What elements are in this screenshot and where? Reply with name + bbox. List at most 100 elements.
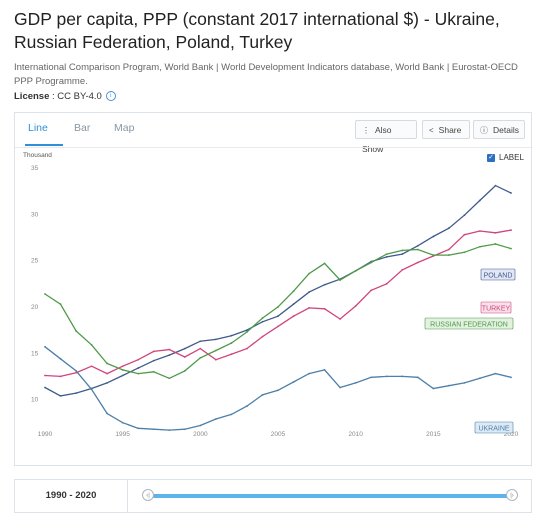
data-point (199, 340, 202, 343)
data-point (230, 353, 233, 356)
y-tick-label: 20 (31, 304, 39, 311)
data-point (385, 282, 388, 285)
data-point (261, 394, 264, 396)
y-tick-label: 25 (31, 258, 39, 265)
series-line-poland (44, 184, 512, 397)
data-point (370, 289, 373, 292)
data-point (106, 382, 109, 384)
label-checkbox[interactable]: ✓ (487, 154, 495, 162)
data-point (479, 199, 481, 202)
data-point (121, 365, 124, 368)
data-point (183, 428, 186, 431)
data-point (59, 303, 62, 306)
data-point (385, 253, 388, 256)
year-range-text: 1990 - 2020 (45, 490, 97, 501)
dots-icon: ⋮ (362, 126, 370, 135)
y-tick-label: 35 (31, 165, 39, 172)
data-point (447, 248, 450, 251)
data-point (246, 347, 248, 350)
data-point (214, 338, 217, 341)
tab-line[interactable]: Line (28, 122, 48, 134)
range-slider-track[interactable] (148, 494, 512, 498)
data-point (44, 386, 46, 389)
also-show-button[interactable]: ⋮ Also Show (355, 120, 417, 154)
x-tick-label: 2010 (348, 431, 363, 438)
x-tick-label: 2000 (193, 431, 208, 438)
data-point (106, 362, 109, 365)
range-start-handle[interactable]: ‹| (142, 489, 154, 501)
data-point (339, 386, 342, 389)
data-point (277, 325, 279, 328)
data-point (137, 367, 140, 369)
data-point (75, 369, 77, 372)
series-label-ukraine: UKRAINE (474, 421, 514, 434)
series-label-box (474, 421, 514, 434)
data-point (75, 392, 77, 394)
tab-map[interactable]: Map (114, 122, 135, 134)
x-tick-label: 2020 (504, 431, 519, 438)
data-point (214, 349, 217, 352)
data-point (494, 372, 497, 375)
info-icon[interactable]: i (105, 91, 116, 102)
series-label-box (480, 301, 512, 314)
data-point (416, 248, 419, 251)
data-point (277, 315, 279, 318)
series-label-text: UKRAINE (478, 426, 509, 433)
data-point (416, 261, 419, 264)
series-label-text: RUSSIAN FEDERATION (430, 322, 508, 329)
data-point (510, 247, 512, 250)
data-point (199, 424, 202, 427)
share-label: Share (438, 125, 462, 135)
data-point (463, 251, 466, 254)
also-show-label: Also Show (362, 125, 392, 154)
data-point (59, 394, 62, 397)
data-point (230, 342, 233, 344)
data-point (354, 269, 357, 272)
series-label-text: POLAND (484, 273, 513, 280)
data-point (137, 372, 140, 375)
data-point (44, 345, 46, 348)
data-point (137, 358, 140, 361)
data-point (90, 344, 93, 346)
data-point (75, 330, 77, 332)
series-line-ukraine (44, 346, 512, 431)
data-point (44, 293, 46, 295)
data-point (323, 283, 326, 286)
chart-panel: Line Bar Map ⋮ Also Show < Share ⓘ Details … (14, 112, 532, 466)
share-button[interactable]: < Share (422, 120, 470, 139)
data-point (183, 347, 186, 350)
data-point (339, 318, 342, 320)
line-chart: Thousand 10 15 20 25 30 35 1990 1995 2000 2005 2010… (23, 152, 519, 438)
details-button[interactable]: ⓘ Details (473, 120, 525, 139)
data-point (510, 192, 512, 194)
data-point (44, 374, 46, 377)
data-point (261, 335, 264, 338)
x-tick-label: 2015 (426, 431, 441, 438)
data-point (385, 256, 388, 258)
data-point (463, 214, 466, 217)
data-point (323, 369, 326, 371)
data-point (230, 334, 233, 337)
data-point (416, 376, 419, 379)
data-point (121, 369, 124, 371)
data-point (323, 262, 326, 265)
data-point (292, 303, 295, 306)
data-point (463, 382, 466, 384)
tab-bar[interactable]: Bar (74, 122, 91, 134)
data-point (494, 231, 497, 234)
data-point (447, 254, 450, 256)
data-point (90, 388, 93, 391)
data-point (246, 405, 248, 407)
x-tick-label: 2005 (271, 431, 286, 438)
data-point (479, 377, 481, 380)
series-label-box (424, 317, 514, 330)
data-point (339, 279, 342, 281)
range-end-handle[interactable]: |› (506, 489, 518, 501)
data-point (494, 243, 497, 245)
x-tick-label: 1995 (115, 431, 130, 438)
data-point (152, 370, 155, 373)
data-point (432, 254, 435, 256)
label-checkbox-text: LABEL (499, 153, 524, 162)
data-point (354, 305, 357, 307)
data-point (168, 348, 171, 351)
